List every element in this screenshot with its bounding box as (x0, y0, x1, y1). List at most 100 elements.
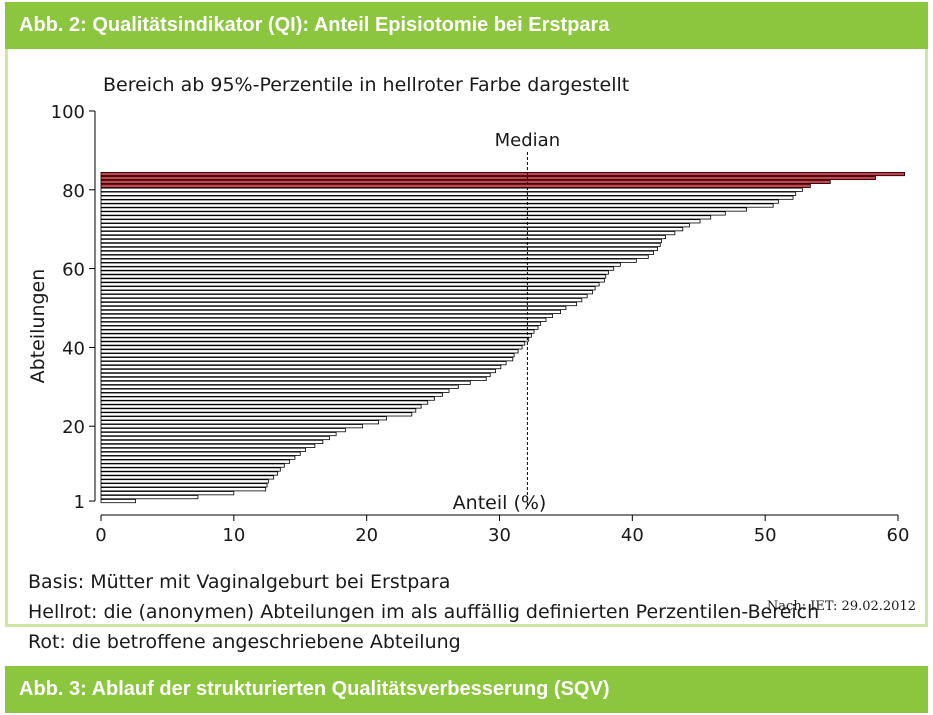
y-tick-label: 40 (62, 338, 85, 359)
bar (100, 294, 588, 299)
bar-highlight (100, 179, 831, 184)
y-tick-label: 60 (62, 260, 85, 281)
chart-title: Bereich ab 95%-Perzentile in hellroter F… (103, 74, 629, 96)
figure2-header: Abb. 2: Qualitätsindikator (QI): Anteil … (5, 2, 928, 49)
bar (100, 384, 459, 389)
bar (100, 439, 324, 445)
bar-highlight (100, 171, 906, 177)
bar (100, 211, 726, 216)
bar (100, 471, 279, 476)
bar (100, 443, 316, 448)
bar (100, 242, 661, 248)
bar (100, 191, 797, 196)
bar (100, 451, 301, 456)
bar (100, 353, 515, 358)
bar (100, 270, 609, 275)
bar (100, 199, 779, 204)
bar (100, 187, 803, 192)
bar (100, 309, 562, 314)
episiotomy-bar-chart: Bereich ab 95%-Perzentile in hellroter F… (27, 74, 910, 546)
bar (100, 313, 554, 318)
x-tick-label: 60 (887, 525, 910, 546)
figure2-panel: Bereich ab 95%-Perzentile in hellroter F… (5, 49, 928, 653)
bar (100, 333, 532, 338)
bar (100, 203, 774, 208)
bar (100, 467, 281, 472)
bar (100, 368, 496, 374)
y-axis-label: Abteilungen (27, 269, 49, 384)
median-label: Median (495, 130, 560, 151)
x-tick-label: 20 (355, 525, 378, 546)
bar (100, 195, 794, 200)
bar (100, 376, 487, 381)
bar (100, 305, 567, 311)
bar (100, 400, 429, 405)
bar (100, 219, 701, 224)
source-note: Nach: IET: 29.02.2012 (766, 599, 916, 614)
note-basis: Basis: Mütter mit Vaginalgeburt bei Erst… (28, 571, 451, 593)
x-tick-label: 40 (621, 525, 644, 546)
bar (100, 365, 502, 370)
bar (100, 416, 387, 421)
y-tick-label: 1 (74, 492, 85, 513)
bar (100, 432, 337, 437)
bar (100, 396, 435, 401)
bar-highlight (100, 175, 876, 181)
bar (100, 475, 275, 480)
bar (100, 317, 547, 322)
x-tick-label: 30 (488, 525, 511, 546)
bar (100, 223, 690, 228)
bar (100, 459, 291, 464)
bar (100, 408, 417, 413)
bar (100, 372, 491, 378)
bar (100, 238, 662, 244)
bar (100, 274, 607, 279)
bar (100, 499, 136, 504)
bar (100, 455, 296, 460)
bar (100, 266, 615, 271)
bar (100, 424, 364, 429)
bar (100, 483, 268, 488)
bar (100, 349, 519, 354)
figure3-header: Abb. 3: Ablauf der strukturierten Qualit… (5, 666, 928, 713)
x-tick-label: 0 (95, 525, 106, 546)
bar (100, 321, 542, 326)
bar (100, 282, 600, 287)
bar (100, 428, 346, 433)
x-axis-label: Anteil (%) (453, 492, 547, 514)
bar (100, 231, 676, 236)
bar (100, 487, 267, 492)
bar (100, 298, 583, 303)
bar (100, 215, 712, 220)
bar (100, 290, 593, 295)
bar (100, 435, 330, 441)
y-tick-label: 20 (62, 417, 85, 438)
note-hellrot: Hellrot: die (anonymen) Abteilungen im a… (28, 601, 820, 623)
bar (100, 412, 413, 417)
x-tick-label: 50 (754, 525, 777, 546)
bar (100, 447, 306, 452)
bar (100, 404, 422, 409)
bar (100, 345, 523, 350)
bar (100, 420, 380, 425)
bar (100, 479, 269, 484)
bar (100, 254, 649, 259)
bar (100, 463, 285, 468)
bar (100, 329, 535, 334)
x-tick-label: 10 (222, 525, 245, 546)
y-tick-label: 80 (62, 181, 85, 202)
bar (100, 491, 235, 496)
bar (100, 357, 514, 362)
bar (100, 388, 450, 393)
y-tick-label: 100 (51, 102, 85, 123)
bar (100, 380, 471, 385)
bar (100, 325, 539, 330)
bar (100, 227, 684, 232)
bar (100, 278, 605, 283)
bar (100, 337, 530, 342)
bar (100, 341, 526, 346)
bar (100, 302, 577, 307)
bar-highlight (100, 183, 811, 188)
bar (100, 361, 507, 366)
bar (100, 207, 747, 212)
